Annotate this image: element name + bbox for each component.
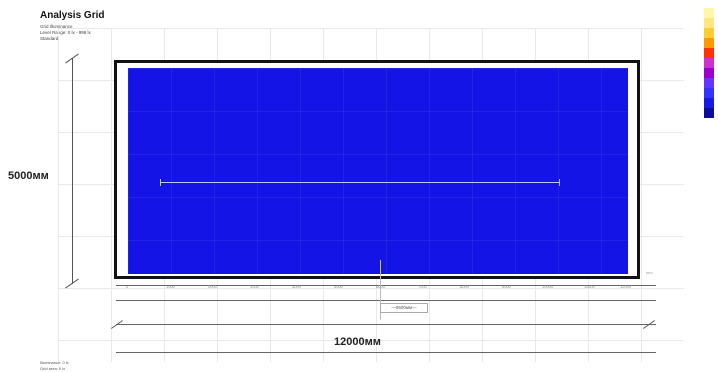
center-marker-line	[380, 260, 381, 320]
tick-label: 9000	[502, 284, 511, 289]
tick-label: 6000	[376, 284, 385, 289]
tick-label: 4000	[292, 284, 301, 289]
tick-label: 0	[126, 284, 129, 289]
vertical-dimension-line	[72, 58, 73, 284]
tick-label: 7000	[418, 284, 427, 289]
legend-swatch	[704, 38, 714, 48]
subtitle-line-3: Standard	[40, 36, 59, 41]
legend-swatch	[704, 58, 714, 68]
legend-swatch	[704, 8, 714, 18]
inner-dimension-line	[160, 179, 560, 186]
subtitle-line-1: Grid Illuminance	[40, 24, 73, 29]
inner-measure-marker: —5500мм—	[380, 303, 428, 313]
page-title: Analysis Grid	[40, 10, 105, 21]
horizontal-guide-2	[116, 300, 656, 301]
scale-unit: mm	[646, 270, 653, 275]
horizontal-guide-1	[116, 285, 656, 286]
legend-swatch	[704, 78, 714, 88]
legend-swatch	[704, 18, 714, 28]
tick-label: 12000	[620, 284, 632, 289]
illuminance-area[interactable]	[128, 68, 628, 274]
tick-label: 8000	[460, 284, 469, 289]
tick-label: 1000	[166, 284, 175, 289]
legend-swatch	[704, 48, 714, 58]
legend-swatch	[704, 98, 714, 108]
width-dimension-label: 12000мм	[334, 336, 381, 348]
tick-label: 2000	[208, 284, 217, 289]
legend-swatch	[704, 108, 714, 118]
tick-label: 11000	[584, 284, 595, 289]
horizontal-guide-4	[116, 352, 656, 353]
footer-line-2: Grid area: 0 lx	[40, 366, 66, 371]
tick-label: 5000	[334, 284, 343, 289]
legend-swatch	[704, 28, 714, 38]
legend-swatch	[704, 88, 714, 98]
height-dimension-label: 5000мм	[8, 170, 49, 182]
grid-cells	[128, 68, 628, 274]
tick-label: 3000	[250, 284, 259, 289]
footer-line-1: Illuminance: 0 lx	[40, 360, 69, 365]
color-legend	[704, 8, 714, 118]
horizontal-dimension-line	[116, 324, 656, 325]
tick-label: 10000	[542, 284, 554, 289]
legend-swatch	[704, 68, 714, 78]
